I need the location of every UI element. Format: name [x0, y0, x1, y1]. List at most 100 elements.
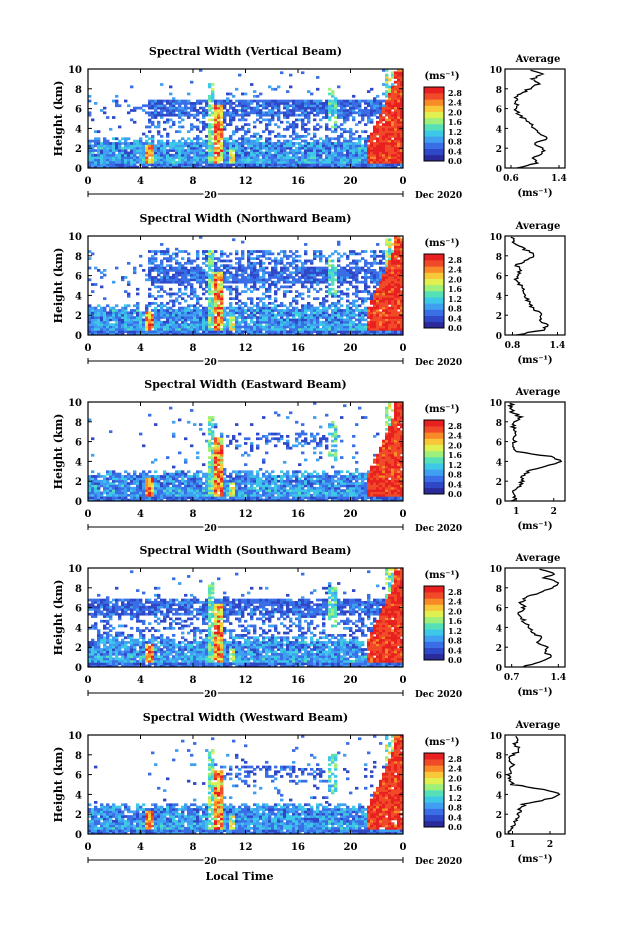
heatmap-cell	[226, 285, 230, 289]
heatmap-cell	[343, 313, 347, 317]
heatmap-cell	[121, 153, 125, 157]
heatmap-cell	[214, 332, 218, 336]
heatmap-cell	[325, 323, 329, 326]
heatmap-cell	[316, 313, 320, 317]
heatmap-cell	[172, 160, 176, 164]
heatmap-cell	[124, 320, 128, 324]
heatmap-cell	[304, 330, 308, 334]
heatmap-cell	[205, 151, 209, 155]
heatmap-cell	[157, 146, 161, 150]
heatmap-cell	[220, 111, 224, 115]
heatmap-cell	[385, 283, 389, 286]
heatmap-cell	[163, 252, 167, 256]
heatmap-cell	[373, 302, 377, 305]
heatmap-cell	[265, 320, 269, 324]
heatmap-cell	[313, 252, 317, 256]
heatmap-cell	[181, 149, 185, 152]
heatmap-cell	[277, 104, 281, 108]
heatmap-cell	[139, 139, 143, 143]
heatmap-cell	[379, 259, 383, 263]
heatmap-cell	[229, 318, 233, 322]
heatmap-cell	[130, 316, 134, 319]
heatmap-cell	[373, 146, 377, 150]
heatmap-cell	[136, 139, 140, 143]
heatmap-cell	[385, 153, 389, 157]
heatmap-cell	[277, 165, 281, 169]
heatmap-cell	[193, 116, 197, 119]
heatmap-cell	[361, 130, 365, 134]
heatmap-cell	[319, 309, 323, 312]
heatmap-cell	[148, 269, 152, 272]
heatmap-cell	[250, 311, 254, 315]
heatmap-cell	[373, 165, 377, 169]
heatmap-cell	[139, 156, 143, 159]
heatmap-cell	[169, 102, 173, 105]
y-tick-label: 6	[75, 105, 82, 116]
heatmap-cell	[313, 113, 317, 117]
heatmap-cell	[400, 71, 404, 75]
heatmap-cell	[286, 330, 290, 334]
heatmap-cell	[349, 325, 353, 329]
heatmap-cell	[388, 278, 392, 282]
heatmap-cell	[316, 158, 320, 162]
heatmap-cell	[247, 106, 251, 110]
heatmap-cell	[151, 99, 155, 103]
heatmap-cell	[157, 102, 161, 105]
heatmap-cell	[103, 313, 107, 317]
heatmap-cell	[106, 304, 110, 308]
heatmap-cell	[214, 323, 218, 326]
heatmap-cell	[220, 146, 224, 150]
heatmap-cell	[91, 318, 95, 322]
heatmap-cell	[400, 92, 404, 96]
heatmap-cell	[211, 257, 215, 260]
heatmap-cell	[163, 304, 167, 308]
heatmap-cell	[217, 99, 221, 103]
heatmap-cell	[367, 297, 371, 301]
heatmap-cell	[181, 332, 185, 336]
heatmap-cell	[271, 259, 275, 263]
heatmap-cell	[163, 149, 167, 152]
heatmap-cell	[307, 149, 311, 152]
heatmap-cell	[208, 276, 212, 279]
heatmap-cell	[235, 158, 239, 162]
heatmap-cell	[253, 285, 257, 289]
heatmap-cell	[238, 269, 242, 272]
heatmap-cell	[364, 106, 368, 110]
heatmap-cell	[91, 160, 95, 164]
heatmap-cell	[325, 290, 329, 293]
heatmap-cell	[388, 273, 392, 277]
heatmap-cell	[388, 113, 392, 117]
heatmap-cell	[205, 313, 209, 317]
heatmap-cell	[163, 330, 167, 334]
heatmap-cell	[220, 271, 224, 275]
heatmap-cell	[178, 313, 182, 317]
heatmap-cell	[379, 144, 383, 148]
heatmap-cell	[100, 276, 104, 279]
heatmap-cell	[343, 104, 347, 108]
heatmap-cell	[253, 325, 257, 329]
heatmap-cell	[175, 261, 179, 265]
heatmap-cell	[283, 135, 287, 138]
heatmap-cell	[325, 142, 329, 145]
heatmap-cell	[238, 273, 242, 277]
heatmap-cell	[223, 118, 227, 122]
heatmap-cell	[193, 332, 197, 336]
heatmap-cell	[121, 313, 125, 317]
heatmap-cell	[271, 158, 275, 162]
heatmap-cell	[391, 325, 395, 329]
heatmap-cell	[139, 254, 143, 258]
heatmap-cell	[244, 325, 248, 329]
heatmap-cell	[280, 311, 284, 315]
profile-title: Average	[515, 54, 561, 65]
heatmap-cell	[178, 139, 182, 143]
heatmap-cell	[283, 139, 287, 143]
heatmap-cell	[319, 109, 323, 112]
heatmap-cell	[136, 158, 140, 162]
heatmap-cell	[250, 280, 254, 284]
heatmap-cell	[163, 120, 167, 124]
heatmap-cell	[262, 311, 266, 315]
heatmap-cell	[226, 332, 230, 336]
heatmap-cell	[253, 160, 257, 164]
heatmap-cell	[169, 142, 173, 145]
heatmap-cell	[214, 325, 218, 329]
